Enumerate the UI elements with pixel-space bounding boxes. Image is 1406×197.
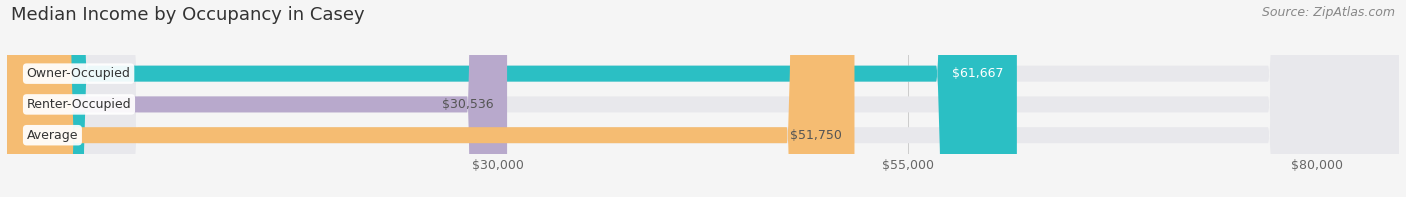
Text: Owner-Occupied: Owner-Occupied [27,67,131,80]
FancyBboxPatch shape [7,0,1399,197]
FancyBboxPatch shape [7,0,508,197]
FancyBboxPatch shape [7,0,1399,197]
Text: Average: Average [27,129,79,142]
Text: $51,750: $51,750 [790,129,841,142]
Text: Median Income by Occupancy in Casey: Median Income by Occupancy in Casey [11,6,366,24]
Text: $30,536: $30,536 [443,98,494,111]
Text: $61,667: $61,667 [952,67,1004,80]
FancyBboxPatch shape [7,0,1399,197]
Text: Renter-Occupied: Renter-Occupied [27,98,131,111]
Text: Source: ZipAtlas.com: Source: ZipAtlas.com [1261,6,1395,19]
FancyBboxPatch shape [7,0,1017,197]
FancyBboxPatch shape [7,0,855,197]
